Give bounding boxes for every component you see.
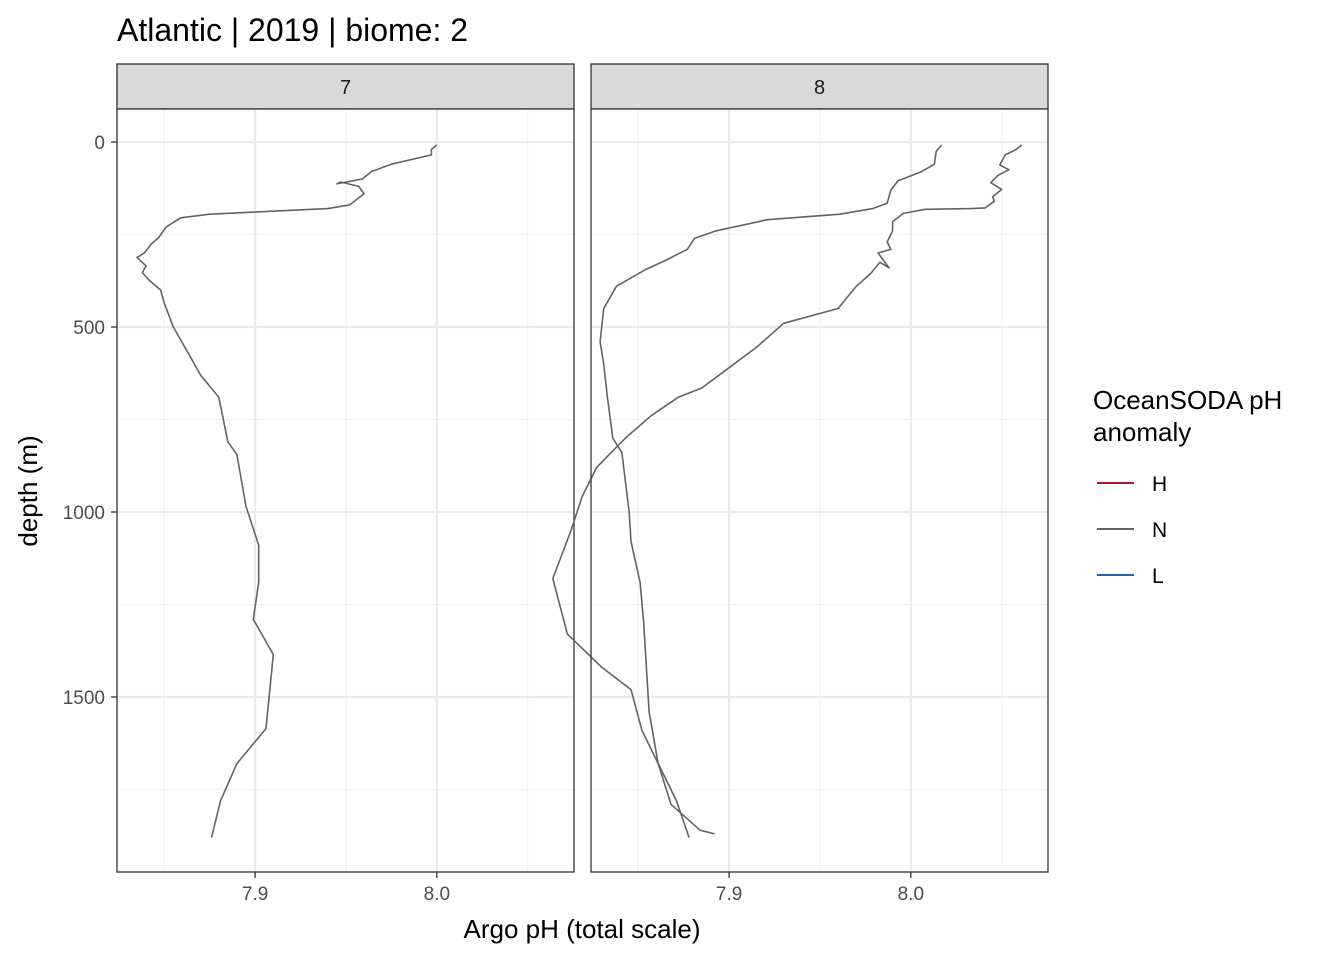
- facet-strip: [116, 63, 575, 110]
- y-tick-label: 0: [94, 133, 105, 154]
- legend-entry-H: H: [1097, 473, 1167, 496]
- y-tick-label: 500: [73, 318, 105, 339]
- facet-panel-7: 7 7.9 8.0 0 500 1000 1500: [63, 63, 575, 905]
- legend-label: H: [1152, 473, 1167, 496]
- chart-title: Atlantic | 2019 | biome: 2: [117, 12, 468, 48]
- facet-strip-label: 7: [340, 77, 351, 99]
- y-tick-label: 1000: [63, 503, 105, 524]
- series-line-N-2: [552, 144, 1023, 835]
- facet-strip: [590, 63, 1049, 110]
- x-tick-label: 7.9: [716, 884, 742, 905]
- facet-strip-label: 8: [814, 77, 825, 99]
- y-axis-title: depth (m): [13, 435, 43, 546]
- series-line-N-1: [599, 144, 943, 838]
- panel-border: [116, 108, 575, 873]
- panel-border: [590, 108, 1049, 873]
- legend-title-line2: anomaly: [1093, 417, 1191, 447]
- series-line-N-1: [136, 144, 438, 838]
- x-axis-title: Argo pH (total scale): [464, 914, 701, 944]
- legend-label: L: [1152, 565, 1164, 588]
- x-tick-label: 8.0: [424, 884, 450, 905]
- facet-panel-8: 8 7.9 8.0: [552, 63, 1049, 905]
- x-tick-label: 7.9: [242, 884, 268, 905]
- legend-entry-L: L: [1097, 565, 1164, 588]
- legend-title-line1: OceanSODA pH: [1093, 385, 1282, 415]
- y-tick-label: 1500: [63, 688, 105, 709]
- facet-panels: 7 7.9 8.0 0 500 1000 1500 8 7.9 8.0: [63, 63, 1049, 905]
- x-tick-label: 8.0: [898, 884, 924, 905]
- gridlines: [591, 109, 1048, 872]
- legend-label: N: [1152, 519, 1167, 542]
- legend-entries: HNL: [1097, 473, 1167, 588]
- legend-entry-N: N: [1097, 519, 1167, 542]
- legend: OceanSODA pH anomaly HNL: [1093, 385, 1282, 588]
- gridlines: [117, 109, 574, 872]
